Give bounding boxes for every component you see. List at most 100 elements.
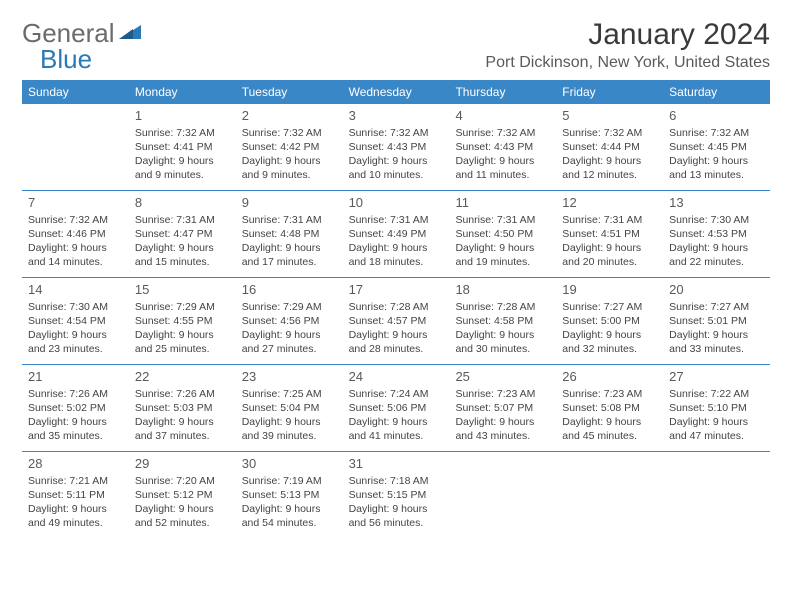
- daylight-text: Daylight: 9 hours and 12 minutes.: [562, 154, 657, 182]
- calendar-cell: 3Sunrise: 7:32 AMSunset: 4:43 PMDaylight…: [343, 104, 450, 190]
- calendar-cell: 16Sunrise: 7:29 AMSunset: 4:56 PMDayligh…: [236, 278, 343, 364]
- daylight-text: Daylight: 9 hours and 41 minutes.: [349, 415, 444, 443]
- sunset-text: Sunset: 5:10 PM: [669, 401, 764, 415]
- sunset-text: Sunset: 5:08 PM: [562, 401, 657, 415]
- daylight-text: Daylight: 9 hours and 23 minutes.: [28, 328, 123, 356]
- daylight-text: Daylight: 9 hours and 17 minutes.: [242, 241, 337, 269]
- day-number: 1: [135, 107, 230, 125]
- calendar-cell: 15Sunrise: 7:29 AMSunset: 4:55 PMDayligh…: [129, 278, 236, 364]
- sunrise-text: Sunrise: 7:29 AM: [242, 300, 337, 314]
- sunrise-text: Sunrise: 7:31 AM: [242, 213, 337, 227]
- sunrise-text: Sunrise: 7:32 AM: [349, 126, 444, 140]
- sunset-text: Sunset: 4:43 PM: [455, 140, 550, 154]
- sunrise-text: Sunrise: 7:20 AM: [135, 474, 230, 488]
- calendar-row: 14Sunrise: 7:30 AMSunset: 4:54 PMDayligh…: [22, 278, 770, 365]
- sunrise-text: Sunrise: 7:32 AM: [135, 126, 230, 140]
- sunset-text: Sunset: 5:03 PM: [135, 401, 230, 415]
- daylight-text: Daylight: 9 hours and 15 minutes.: [135, 241, 230, 269]
- day-number: 3: [349, 107, 444, 125]
- weekday-header: Saturday: [663, 80, 770, 104]
- sunrise-text: Sunrise: 7:29 AM: [135, 300, 230, 314]
- sunrise-text: Sunrise: 7:31 AM: [455, 213, 550, 227]
- sunset-text: Sunset: 4:53 PM: [669, 227, 764, 241]
- day-number: 10: [349, 194, 444, 212]
- sunset-text: Sunset: 4:57 PM: [349, 314, 444, 328]
- sunset-text: Sunset: 5:01 PM: [669, 314, 764, 328]
- sunrise-text: Sunrise: 7:25 AM: [242, 387, 337, 401]
- sunset-text: Sunset: 5:11 PM: [28, 488, 123, 502]
- day-number: 7: [28, 194, 123, 212]
- sunset-text: Sunset: 4:42 PM: [242, 140, 337, 154]
- weekday-header: Wednesday: [343, 80, 450, 104]
- daylight-text: Daylight: 9 hours and 27 minutes.: [242, 328, 337, 356]
- sunrise-text: Sunrise: 7:27 AM: [669, 300, 764, 314]
- sunset-text: Sunset: 4:51 PM: [562, 227, 657, 241]
- sunrise-text: Sunrise: 7:32 AM: [28, 213, 123, 227]
- calendar-cell: 18Sunrise: 7:28 AMSunset: 4:58 PMDayligh…: [449, 278, 556, 364]
- weekday-header: Thursday: [449, 80, 556, 104]
- sunrise-text: Sunrise: 7:31 AM: [562, 213, 657, 227]
- day-number: 30: [242, 455, 337, 473]
- sunset-text: Sunset: 4:46 PM: [28, 227, 123, 241]
- daylight-text: Daylight: 9 hours and 20 minutes.: [562, 241, 657, 269]
- day-number: 19: [562, 281, 657, 299]
- calendar-cell: [556, 452, 663, 538]
- month-title: January 2024: [485, 18, 770, 52]
- day-number: 2: [242, 107, 337, 125]
- daylight-text: Daylight: 9 hours and 30 minutes.: [455, 328, 550, 356]
- sunset-text: Sunset: 4:48 PM: [242, 227, 337, 241]
- sunrise-text: Sunrise: 7:31 AM: [349, 213, 444, 227]
- calendar-row: 1Sunrise: 7:32 AMSunset: 4:41 PMDaylight…: [22, 104, 770, 191]
- calendar-cell: 4Sunrise: 7:32 AMSunset: 4:43 PMDaylight…: [449, 104, 556, 190]
- day-number: 24: [349, 368, 444, 386]
- calendar-cell: 7Sunrise: 7:32 AMSunset: 4:46 PMDaylight…: [22, 191, 129, 277]
- sunrise-text: Sunrise: 7:28 AM: [455, 300, 550, 314]
- sunset-text: Sunset: 5:00 PM: [562, 314, 657, 328]
- sunset-text: Sunset: 4:43 PM: [349, 140, 444, 154]
- day-number: 5: [562, 107, 657, 125]
- sunset-text: Sunset: 4:50 PM: [455, 227, 550, 241]
- sunrise-text: Sunrise: 7:32 AM: [669, 126, 764, 140]
- daylight-text: Daylight: 9 hours and 47 minutes.: [669, 415, 764, 443]
- day-number: 9: [242, 194, 337, 212]
- sunset-text: Sunset: 4:47 PM: [135, 227, 230, 241]
- calendar-cell: [449, 452, 556, 538]
- calendar-cell: 5Sunrise: 7:32 AMSunset: 4:44 PMDaylight…: [556, 104, 663, 190]
- sunrise-text: Sunrise: 7:30 AM: [669, 213, 764, 227]
- calendar-cell: 21Sunrise: 7:26 AMSunset: 5:02 PMDayligh…: [22, 365, 129, 451]
- sunrise-text: Sunrise: 7:32 AM: [455, 126, 550, 140]
- sunrise-text: Sunrise: 7:30 AM: [28, 300, 123, 314]
- daylight-text: Daylight: 9 hours and 22 minutes.: [669, 241, 764, 269]
- weekday-header: Tuesday: [236, 80, 343, 104]
- sunrise-text: Sunrise: 7:26 AM: [28, 387, 123, 401]
- calendar-cell: 25Sunrise: 7:23 AMSunset: 5:07 PMDayligh…: [449, 365, 556, 451]
- sunrise-text: Sunrise: 7:21 AM: [28, 474, 123, 488]
- daylight-text: Daylight: 9 hours and 13 minutes.: [669, 154, 764, 182]
- sunset-text: Sunset: 5:02 PM: [28, 401, 123, 415]
- logo-sub: Blue: [42, 44, 92, 75]
- daylight-text: Daylight: 9 hours and 28 minutes.: [349, 328, 444, 356]
- title-block: January 2024 Port Dickinson, New York, U…: [485, 18, 770, 72]
- daylight-text: Daylight: 9 hours and 33 minutes.: [669, 328, 764, 356]
- calendar-cell: 13Sunrise: 7:30 AMSunset: 4:53 PMDayligh…: [663, 191, 770, 277]
- calendar-row: 21Sunrise: 7:26 AMSunset: 5:02 PMDayligh…: [22, 365, 770, 452]
- calendar-cell: 19Sunrise: 7:27 AMSunset: 5:00 PMDayligh…: [556, 278, 663, 364]
- daylight-text: Daylight: 9 hours and 37 minutes.: [135, 415, 230, 443]
- daylight-text: Daylight: 9 hours and 11 minutes.: [455, 154, 550, 182]
- calendar-cell: 23Sunrise: 7:25 AMSunset: 5:04 PMDayligh…: [236, 365, 343, 451]
- sunset-text: Sunset: 4:55 PM: [135, 314, 230, 328]
- calendar-cell: 28Sunrise: 7:21 AMSunset: 5:11 PMDayligh…: [22, 452, 129, 538]
- calendar-cell: 8Sunrise: 7:31 AMSunset: 4:47 PMDaylight…: [129, 191, 236, 277]
- sunset-text: Sunset: 5:07 PM: [455, 401, 550, 415]
- calendar-cell: 29Sunrise: 7:20 AMSunset: 5:12 PMDayligh…: [129, 452, 236, 538]
- day-number: 8: [135, 194, 230, 212]
- daylight-text: Daylight: 9 hours and 32 minutes.: [562, 328, 657, 356]
- calendar-cell: 30Sunrise: 7:19 AMSunset: 5:13 PMDayligh…: [236, 452, 343, 538]
- calendar: SundayMondayTuesdayWednesdayThursdayFrid…: [22, 80, 770, 538]
- calendar-cell: 20Sunrise: 7:27 AMSunset: 5:01 PMDayligh…: [663, 278, 770, 364]
- daylight-text: Daylight: 9 hours and 54 minutes.: [242, 502, 337, 530]
- day-number: 27: [669, 368, 764, 386]
- calendar-cell: 17Sunrise: 7:28 AMSunset: 4:57 PMDayligh…: [343, 278, 450, 364]
- sunrise-text: Sunrise: 7:23 AM: [562, 387, 657, 401]
- sunrise-text: Sunrise: 7:32 AM: [562, 126, 657, 140]
